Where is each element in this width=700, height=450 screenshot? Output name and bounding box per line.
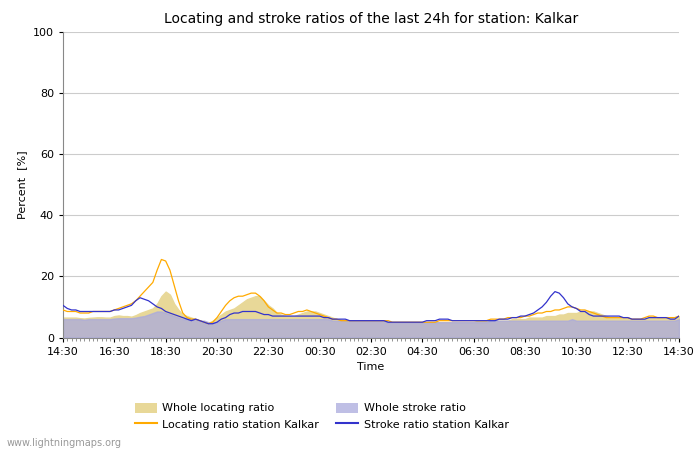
Text: www.lightningmaps.org: www.lightningmaps.org bbox=[7, 438, 122, 448]
Title: Locating and stroke ratios of the last 24h for station: Kalkar: Locating and stroke ratios of the last 2… bbox=[164, 12, 578, 26]
Y-axis label: Percent  [%]: Percent [%] bbox=[18, 150, 27, 219]
X-axis label: Time: Time bbox=[358, 362, 384, 372]
Legend: Whole locating ratio, Locating ratio station Kalkar, Whole stroke ratio, Stroke : Whole locating ratio, Locating ratio sta… bbox=[130, 398, 513, 434]
